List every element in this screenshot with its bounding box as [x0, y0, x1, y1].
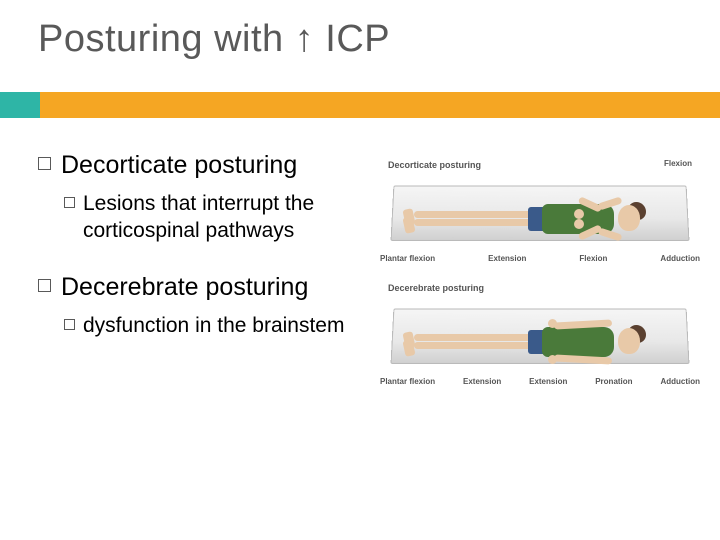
- diagram-heading: Decorticate posturing: [388, 160, 710, 170]
- bullet-square-icon: [38, 157, 51, 170]
- anno-extension-2: Extension: [529, 377, 567, 386]
- decerebrate-diagram: Decerebrate posturing Pl: [370, 283, 710, 386]
- leg: [414, 334, 542, 341]
- legs: [404, 211, 544, 225]
- head: [618, 205, 640, 231]
- annotation-row: Plantar flexion Extension Flexion Adduct…: [370, 251, 710, 263]
- anno-extension: Extension: [463, 377, 501, 386]
- annotation-row: Plantar flexion Extension Extension Pron…: [370, 374, 710, 386]
- legs: [404, 334, 544, 348]
- bullet-content: Decorticate posturing Lesions that inter…: [38, 150, 358, 367]
- subbullet-decorticate: Lesions that interrupt the corticospinal…: [64, 191, 358, 244]
- head: [618, 328, 640, 354]
- anno-plantar-flexion: Plantar flexion: [380, 377, 435, 386]
- anno-flexion: Flexion: [579, 254, 607, 263]
- accent-orange-block: [40, 92, 720, 118]
- bullet-decerebrate: Decerebrate posturing: [38, 272, 358, 303]
- bullet-text: Decorticate posturing: [61, 150, 297, 181]
- leg: [414, 211, 542, 218]
- bullet-text: Decerebrate posturing: [61, 272, 308, 303]
- up-arrow-icon: ↑: [295, 18, 315, 60]
- hand: [548, 355, 557, 364]
- bullet-decorticate: Decorticate posturing: [38, 150, 358, 181]
- hand: [574, 219, 584, 229]
- accent-teal-block: [0, 92, 40, 118]
- bullet-square-icon: [38, 279, 51, 292]
- bullet-square-icon: [64, 197, 75, 208]
- torso: [542, 327, 614, 357]
- flexion-top-label: Flexion: [664, 159, 692, 168]
- hand: [574, 209, 584, 219]
- leg: [414, 342, 542, 349]
- slide-title-area: Posturing with ↑ ICP: [0, 0, 720, 61]
- anno-plantar-flexion: Plantar flexion: [380, 254, 435, 263]
- subbullet-text: dysfunction in the brainstem: [83, 313, 344, 339]
- leg: [414, 219, 542, 226]
- patient-body: [400, 312, 680, 358]
- bullet-square-icon: [64, 319, 75, 330]
- subbullet-text: Lesions that interrupt the corticospinal…: [83, 191, 358, 244]
- anno-adduction: Adduction: [660, 377, 700, 386]
- diagram-heading: Decerebrate posturing: [388, 283, 710, 293]
- title-suffix: ICP: [314, 18, 390, 60]
- decerebrate-mat: [384, 296, 696, 374]
- anno-adduction: Adduction: [660, 254, 700, 263]
- subbullet-decerebrate: dysfunction in the brainstem: [64, 313, 358, 339]
- accent-bar: [0, 92, 720, 118]
- decorticate-diagram: Decorticate posturing Flexion: [370, 160, 710, 263]
- hand: [548, 319, 557, 328]
- patient-body: [400, 189, 680, 235]
- diagram-area: Decorticate posturing Flexion: [370, 160, 710, 406]
- anno-pronation: Pronation: [595, 377, 632, 386]
- slide-title: Posturing with ↑ ICP: [38, 18, 720, 61]
- decorticate-mat: [384, 173, 696, 251]
- title-prefix: Posturing with: [38, 18, 295, 60]
- anno-extension: Extension: [488, 254, 526, 263]
